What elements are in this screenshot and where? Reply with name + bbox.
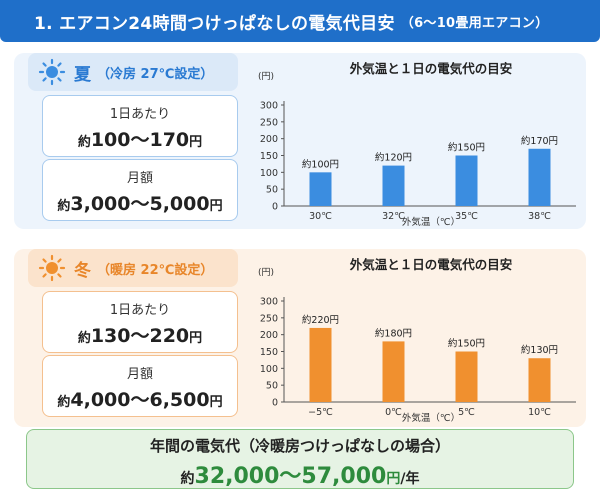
summer-section: 夏 （冷房 27℃設定） 1日あたり 約100～170円 月額 約3,000～5… — [14, 53, 586, 229]
chart-title: 外気温と１日の電気代の目安 — [349, 257, 513, 272]
summer-setting: （冷房 27℃設定） — [97, 66, 214, 82]
x-tick-label: 32℃ — [382, 211, 405, 222]
summer-daily-label: 1日あたり — [109, 107, 171, 122]
y-tick-label: 100 — [260, 168, 278, 179]
y-tick-label: 150 — [260, 151, 278, 162]
y-tick-label: 200 — [260, 330, 278, 341]
data-label: 約150円 — [448, 142, 485, 154]
summer-monthly-box: 月額 約3,000～5,000円 — [42, 159, 238, 221]
data-label: 約130円 — [521, 344, 558, 356]
y-tick-label: 300 — [260, 101, 278, 112]
summer-daily-box: 1日あたり 約100～170円 — [42, 95, 238, 157]
data-label: 約150円 — [448, 338, 485, 350]
bar — [382, 341, 405, 402]
sun-icon — [38, 58, 66, 86]
y-tick-label: 0 — [272, 398, 278, 409]
winter-daily-label: 1日あたり — [109, 303, 171, 318]
y-tick-label: 250 — [260, 117, 278, 128]
data-label: 約180円 — [375, 327, 412, 339]
summer-label: 夏 （冷房 27℃設定） — [28, 53, 238, 91]
page-subtitle: （6～10畳用エアコン） — [400, 15, 549, 31]
winter-daily-box: 1日あたり 約130～220円 — [42, 291, 238, 353]
y-tick-label: 300 — [260, 297, 278, 308]
summer-name: 夏 — [74, 64, 91, 85]
x-tick-label: 0℃ — [385, 407, 402, 418]
annual-summary: 年間の電気代（冷暖房つけっぱなしの場合） 約32,000～57,000円/年 — [26, 429, 574, 489]
sun-icon — [38, 254, 66, 282]
y-axis-label: (円) — [258, 71, 274, 82]
x-tick-label: 35℃ — [455, 211, 478, 222]
y-axis-label: (円) — [258, 267, 274, 278]
winter-monthly-label: 月額 — [126, 367, 153, 382]
chart-title: 外気温と１日の電気代の目安 — [349, 61, 513, 76]
y-tick-label: 50 — [266, 185, 278, 196]
page-title: 1. エアコン24時間つけっぱなしの電気代目安 — [34, 13, 395, 34]
page-header: 1. エアコン24時間つけっぱなしの電気代目安 （6～10畳用エアコン） — [0, 0, 600, 42]
bar — [455, 155, 478, 206]
summer-monthly-value: 約3,000～5,000円 — [57, 193, 223, 215]
winter-chart: 外気温と１日の電気代の目安 (円) 0 50 100 150 200 250 300 約220円 −… — [246, 249, 586, 425]
x-tick-label: 38℃ — [528, 211, 551, 222]
data-label: 約170円 — [521, 135, 558, 147]
x-axis-label: 外気温（℃） — [402, 216, 460, 228]
winter-daily-value: 約130～220円 — [77, 325, 203, 347]
winter-label: 冬 （暖房 22℃設定） — [28, 249, 238, 287]
annual-title: 年間の電気代（冷暖房つけっぱなしの場合） — [149, 437, 450, 455]
y-tick-label: 250 — [260, 313, 278, 324]
bar — [309, 327, 332, 402]
bar — [455, 351, 478, 402]
y-tick-label: 150 — [260, 347, 278, 358]
summer-daily-value: 約100～170円 — [77, 129, 203, 151]
y-tick-label: 200 — [260, 134, 278, 145]
summer-monthly-label: 月額 — [126, 171, 153, 186]
winter-bar-chart: 外気温と１日の電気代の目安 (円) 0 50 100 150 200 250 300 約220円 −… — [258, 257, 576, 424]
data-label: 約120円 — [375, 152, 412, 164]
bar — [528, 358, 551, 402]
winter-monthly-box: 月額 約4,000～6,500円 — [42, 355, 238, 417]
y-tick-label: 100 — [260, 364, 278, 375]
y-tick-label: 0 — [272, 202, 278, 213]
x-tick-label: 10℃ — [528, 407, 551, 418]
summer-bar-chart: 外気温と１日の電気代の目安 (円) 0 50 100 150 200 250 300 約100円 3… — [258, 61, 576, 228]
bar — [528, 148, 551, 206]
winter-setting: （暖房 22℃設定） — [97, 262, 214, 278]
y-tick-label: 50 — [266, 381, 278, 392]
annual-value: 約32,000～57,000円/年 — [180, 464, 420, 489]
x-tick-label: 30℃ — [309, 211, 332, 222]
x-tick-label: −5℃ — [308, 407, 333, 418]
data-label: 約100円 — [302, 158, 339, 170]
winter-section: 冬 （暖房 22℃設定） 1日あたり 約130～220円 月額 約4,000～6… — [14, 249, 586, 427]
winter-name: 冬 — [74, 260, 91, 281]
data-label: 約220円 — [302, 314, 339, 326]
bar — [382, 165, 405, 206]
winter-monthly-value: 約4,000～6,500円 — [57, 389, 223, 411]
bar — [309, 172, 332, 206]
x-tick-label: 5℃ — [458, 407, 475, 418]
summer-chart: 外気温と１日の電気代の目安 (円) 0 50 100 150 200 250 300 約100円 3… — [246, 53, 586, 229]
x-axis-label: 外気温（℃） — [402, 412, 460, 424]
